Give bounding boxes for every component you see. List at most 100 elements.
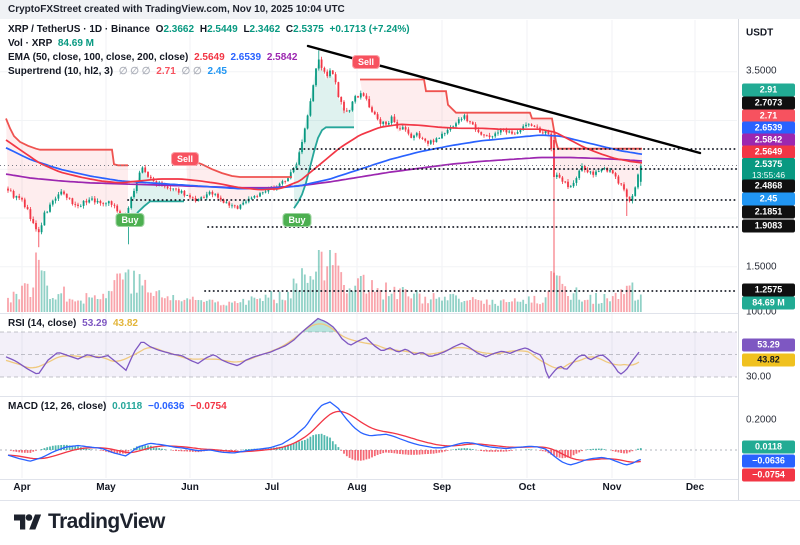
ema-legend-row[interactable]: EMA (50, close, 100, close, 200, close) … — [8, 51, 410, 65]
ema100-value: 2.6539 — [230, 52, 262, 63]
axis-price-badge: 2.5842 — [742, 133, 795, 147]
axis-price-badge: 0.0118 — [742, 440, 795, 454]
axis-price-badge: 2.7073 — [742, 96, 795, 110]
ema-label: EMA (50, close, 100, close, 200, close) — [8, 52, 189, 63]
ohlc-high-key: H — [199, 24, 208, 35]
change-value: +0.1713 (+7.24%) — [329, 24, 410, 35]
time-axis-label-may: May — [96, 482, 116, 493]
grid-lines — [0, 20, 737, 478]
time-axis-label-jul: Jul — [264, 482, 280, 493]
rsi-ma-line — [5, 323, 640, 370]
rsi-overbought-fill — [303, 318, 336, 332]
ema-line-e200 — [5, 156, 643, 189]
ohlc-open-key: O — [155, 24, 164, 35]
supertrend-line-up — [293, 126, 354, 209]
supertrend-fill-up — [294, 63, 354, 209]
buy-signal-badge: Buy — [282, 213, 312, 227]
supertrend-fill-down — [360, 79, 642, 199]
time-axis-label-nov: Nov — [602, 482, 622, 493]
axis-price-badge: 1.9083 — [742, 219, 795, 233]
macd-pane — [0, 401, 737, 466]
axis-price-badge: 1.2575 — [742, 283, 795, 297]
ohlc-low-key: L — [243, 24, 250, 35]
rsi-pane-legend[interactable]: RSI (14, close) 53.29 43.82 — [8, 317, 138, 331]
rsi-label: RSI (14, close) — [8, 318, 77, 329]
supertrend-up-value: 2.45 — [207, 66, 227, 77]
ohlc-close-key: C — [285, 24, 294, 35]
time-axis-label-apr: Apr — [13, 482, 31, 493]
ema50-value: 2.5649 — [194, 52, 225, 63]
supertrend-empty-values-2: ∅ ∅ — [181, 66, 202, 77]
main-pane — [5, 50, 643, 312]
pane-separator-timeaxis — [0, 479, 800, 480]
axis-label: 100.00 — [746, 306, 777, 318]
macd-hist-value: 0.0118 — [112, 401, 143, 412]
macd-signal-value: −0.0754 — [190, 401, 227, 412]
rsi-value: 53.29 — [82, 318, 108, 329]
time-axis-label-aug: Aug — [347, 482, 367, 493]
axis-price-badge: 2.45 — [742, 192, 795, 206]
axis-price-badge: 84.69 M — [742, 296, 795, 310]
macd-line — [7, 401, 642, 466]
sell-signal-badge: Sell — [351, 55, 381, 69]
axis-label: 0.2000 — [746, 414, 777, 426]
rsi-line — [5, 317, 640, 380]
tradingview-logo-icon — [14, 514, 41, 530]
price-axis[interactable]: USDT 3.5000 1.5000 100.00 30.00 0.2000 2.91 2.7… — [738, 19, 800, 500]
ema200-value: 2.5842 — [266, 52, 298, 63]
axis-price-badge: 53.29 — [742, 338, 795, 352]
ohlc-high-value: 2.5449 — [207, 24, 238, 35]
volume-legend-row[interactable]: Vol · XRP 84.69 M — [8, 37, 410, 51]
chart-bottom-border — [0, 500, 800, 501]
axis-price-badge: 2.71 — [742, 109, 795, 123]
pane-separator-rsi — [0, 313, 800, 314]
ohlc-low-value: 2.3462 — [249, 24, 281, 35]
axis-label: 30.00 — [746, 371, 772, 383]
symbol-legend-row[interactable]: XRP / TetherUS · 1D · Binance O2.3662 H2… — [8, 23, 410, 37]
macd-line-value: −0.0636 — [147, 401, 185, 412]
supertrend-empty-values-1: ∅ ∅ ∅ — [118, 66, 151, 77]
tradingview-logo[interactable]: TradingView — [14, 506, 165, 538]
volume-value: 84.69 M — [57, 38, 95, 49]
supertrend-down-value: 2.71 — [156, 66, 176, 77]
attribution-header: CryptoFXStreet created with TradingView.… — [0, 0, 800, 19]
axis-price-badge: 2.91 — [742, 83, 795, 97]
axis-price-badge: 2.6539 — [742, 121, 795, 135]
pane-separator-macd — [0, 396, 800, 397]
axis-currency-label: USDT — [746, 27, 774, 39]
ema-line-e50 — [5, 123, 643, 191]
main-pane-legend: XRP / TetherUS · 1D · Binance O2.3662 H2… — [8, 23, 410, 79]
attribution-text: CryptoFXStreet created with TradingView.… — [8, 4, 345, 15]
time-axis[interactable] — [0, 479, 800, 500]
axis-price-badge: 2.1851 — [742, 205, 795, 219]
supertrend-line-down — [5, 118, 128, 167]
time-axis-label-sep: Sep — [432, 482, 452, 493]
supertrend-legend-row[interactable]: Supertrend (10, hl2, 3) ∅ ∅ ∅ 2.71 ∅ ∅ 2… — [8, 65, 410, 79]
tradingview-logo-text: TradingView — [48, 510, 165, 533]
supertrend-label: Supertrend (10, hl2, 3) — [8, 66, 114, 77]
axis-price-badge: 43.82 — [742, 353, 795, 367]
axis-label: 3.5000 — [746, 65, 777, 77]
axis-price-badge: 2.4868 — [742, 179, 795, 193]
time-axis-label-dec: Dec — [685, 482, 705, 493]
axis-price-badge: −0.0754 — [742, 468, 795, 482]
buy-signal-badge: Buy — [115, 213, 145, 227]
macd-pane-legend[interactable]: MACD (12, 26, close) 0.0118 −0.0636 −0.0… — [8, 400, 227, 414]
axis-label: 1.5000 — [746, 261, 777, 273]
axis-price-badge: 2.5649 — [742, 145, 795, 159]
rsi-pane — [0, 317, 737, 380]
symbol-title: XRP / TetherUS · 1D · Binance — [8, 24, 150, 35]
ema-line-e100 — [5, 134, 643, 190]
macd-label: MACD (12, 26, close) — [8, 401, 107, 412]
sell-signal-badge: Sell — [170, 152, 200, 166]
time-axis-label-oct: Oct — [518, 482, 536, 493]
ohlc-open-value: 2.3662 — [163, 24, 195, 35]
supertrend-line-down — [360, 78, 642, 150]
ohlc-close-value: 2.5375 — [293, 24, 324, 35]
axis-price-badge: 2.5375 13:55:46 — [742, 158, 795, 182]
rsi-ma-value: 43.82 — [112, 318, 138, 329]
volume-label: Vol · XRP — [8, 38, 53, 49]
axis-price-badge: −0.0636 — [742, 454, 795, 468]
